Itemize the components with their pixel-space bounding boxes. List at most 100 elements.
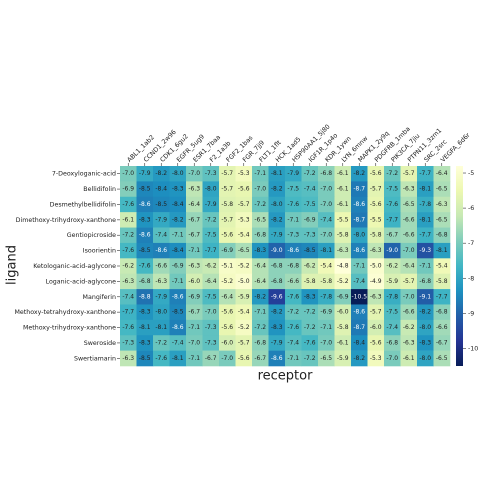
heatmap-cell	[252, 166, 269, 182]
heatmap-cell	[219, 304, 236, 321]
cell-label: -6.9	[320, 309, 332, 316]
cell-label: -7.0	[254, 186, 266, 193]
heatmap-cell	[301, 181, 319, 198]
heatmap-cell	[235, 319, 253, 336]
heatmap-cell	[252, 319, 269, 336]
cell-label: -8.5	[139, 186, 151, 193]
cell-label: -6.3	[122, 278, 134, 285]
cell-label: -5.5	[370, 216, 382, 223]
cell-label: -5.0	[370, 263, 382, 270]
heatmap-cell	[367, 304, 385, 321]
cell-label: -5.8	[221, 201, 233, 208]
cell-label: -8.7	[353, 216, 365, 223]
cell-label: -5.6	[221, 309, 233, 316]
heatmap-cell	[136, 350, 154, 367]
heatmap-cell	[384, 258, 401, 274]
cell-label: -7.9	[205, 201, 217, 208]
heatmap-cell	[384, 181, 401, 198]
cell-label: -6.6	[436, 324, 448, 331]
heatmap-cell	[186, 196, 203, 213]
cell-label: -7.2	[205, 216, 217, 223]
x-axis-label: receptor	[258, 369, 314, 384]
cell-label: -8.6	[172, 324, 184, 331]
heatmap-cell	[367, 227, 385, 244]
heatmap-cell	[400, 304, 418, 321]
heatmap-cell	[153, 335, 170, 351]
cell-label: -5.7	[370, 309, 382, 316]
heatmap-cell	[252, 289, 269, 305]
cell-label: -8.0	[419, 324, 431, 331]
heatmap-cell	[301, 304, 319, 321]
heatmap-cell	[384, 273, 401, 290]
heatmap-cell	[400, 258, 418, 274]
heatmap-cell	[417, 242, 434, 259]
heatmap-cell	[301, 212, 319, 228]
cell-label: -5.2	[337, 278, 349, 285]
heatmap-cell	[285, 227, 302, 244]
cell-label: -5.7	[221, 216, 233, 223]
heatmap-cell	[219, 196, 236, 213]
heatmap-cell	[351, 319, 368, 336]
cell-label: -5.7	[221, 170, 233, 177]
cell-label: -7.1	[287, 216, 299, 223]
cell-label: -6.4	[436, 170, 448, 177]
heatmap-cell	[120, 273, 137, 290]
heatmap-cell	[351, 304, 368, 321]
heatmap-cell	[417, 196, 434, 213]
cell-label: -6.7	[436, 339, 448, 346]
cell-label: -7.0	[320, 186, 332, 193]
heatmap-cell	[285, 166, 302, 182]
cell-label: -7.5	[386, 186, 398, 193]
heatmap-cell	[169, 258, 187, 274]
cell-label: -6.2	[304, 263, 316, 270]
heatmap-cell	[433, 166, 451, 182]
cell-label: -5.8	[337, 324, 349, 331]
cell-label: -8.0	[353, 232, 365, 239]
heatmap-cell	[433, 242, 451, 259]
heatmap-cell	[186, 319, 203, 336]
cell-label: -8.6	[353, 247, 365, 254]
heatmap-cell	[417, 181, 434, 198]
heatmap-cell	[384, 242, 401, 259]
heatmap-cell	[136, 304, 154, 321]
cell-label: -5.8	[370, 232, 382, 239]
cell-label: -6.4	[254, 278, 266, 285]
cell-label: -8.1	[419, 186, 431, 193]
heatmap-cell	[202, 335, 220, 351]
cell-label: -5.2	[221, 278, 233, 285]
cell-label: -5.1	[221, 263, 233, 270]
heatmap-cell	[202, 258, 220, 274]
cell-label: -7.2	[287, 309, 299, 316]
cell-label: -6.3	[370, 247, 382, 254]
cell-label: -7.4	[155, 232, 167, 239]
heatmap-cell	[120, 335, 137, 351]
heatmap-cell	[318, 289, 335, 305]
heatmap-cell	[400, 350, 418, 367]
heatmap-cell	[202, 166, 220, 182]
cell-label: -7.0	[122, 170, 134, 177]
heatmap-cell	[433, 350, 451, 367]
cell-label: -7.6	[155, 355, 167, 362]
heatmap-cell	[202, 319, 220, 336]
cell-label: -5.8	[304, 278, 316, 285]
heatmap-cell	[252, 242, 269, 259]
heatmap-cell	[202, 273, 220, 290]
cell-label: -6.4	[188, 201, 200, 208]
heatmap-cell	[235, 166, 253, 182]
cell-label: -8.4	[353, 339, 365, 346]
cell-label: -4.8	[337, 263, 349, 270]
heatmap-cell	[153, 289, 170, 305]
row-label: Loganic-acid-aglycone	[46, 278, 117, 285]
cell-label: -8.5	[139, 355, 151, 362]
heatmap-cell	[318, 242, 335, 259]
cell-label: -7.6	[287, 324, 299, 331]
heatmap-cell	[169, 350, 187, 367]
cell-label: -6.1	[337, 339, 349, 346]
heatmap-cell	[268, 242, 286, 259]
heatmap-cell	[202, 181, 220, 198]
cell-label: -6.8	[436, 232, 448, 239]
cell-label: -7.9	[287, 170, 299, 177]
cell-label: -8.7	[353, 324, 365, 331]
cell-label: -8.3	[139, 339, 151, 346]
cell-label: -8.3	[139, 309, 151, 316]
